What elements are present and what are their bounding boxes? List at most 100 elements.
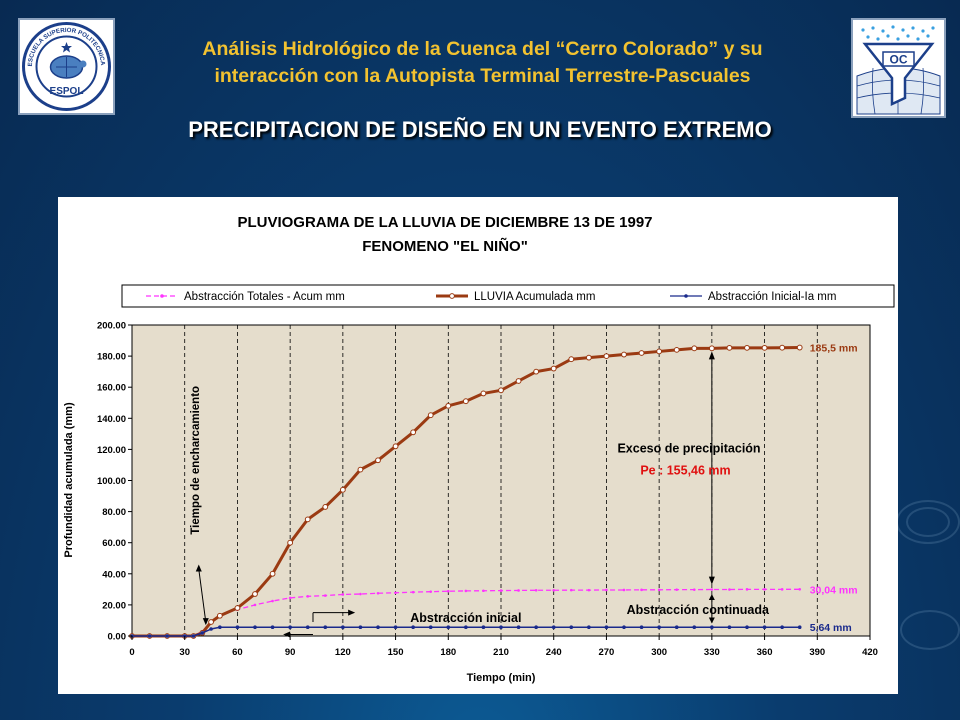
series-point xyxy=(392,443,399,450)
x-tick-label: 240 xyxy=(546,647,562,658)
x-tick-label: 360 xyxy=(757,647,773,658)
header-title-line1: Análisis Hidrológico de la Cuenca del “C… xyxy=(202,38,763,60)
series-point xyxy=(515,378,522,384)
continued-abstraction-label: Abstracción continuada xyxy=(627,603,770,617)
series-point xyxy=(445,402,452,409)
excess-value: Pe : 155,46 mm xyxy=(640,463,730,477)
abs-total-end-label: 30,04 mm xyxy=(810,584,858,596)
x-tick-label: 60 xyxy=(232,647,243,658)
y-tick-label: 40.00 xyxy=(102,569,126,580)
series-point xyxy=(569,625,574,630)
series-point xyxy=(269,570,276,577)
series-point xyxy=(550,365,557,372)
series-point xyxy=(780,588,784,591)
series-point xyxy=(411,625,415,630)
legend-marker xyxy=(160,294,164,298)
series-point xyxy=(394,591,397,595)
series-point xyxy=(482,589,485,593)
x-tick-label: 390 xyxy=(809,647,825,658)
series-point xyxy=(710,625,714,630)
series-point xyxy=(656,348,663,355)
oc-logo-text: OC xyxy=(890,53,908,67)
series-point xyxy=(552,588,556,592)
series-point xyxy=(692,588,696,591)
series-point xyxy=(253,625,257,630)
series-point xyxy=(516,625,521,630)
series-point xyxy=(323,625,328,630)
series-point xyxy=(306,595,310,598)
series-point xyxy=(480,390,487,397)
series-point xyxy=(534,588,538,592)
espol-logo: ESCUELA SUPERIOR POLITECNICA DEL LITORAL… xyxy=(18,15,115,115)
x-tick-label: 330 xyxy=(704,647,720,658)
series-point xyxy=(499,589,503,592)
series-point xyxy=(605,588,608,592)
series-point xyxy=(638,350,645,356)
initial-abstraction-label: Abstracción inicial xyxy=(410,611,521,625)
series-point xyxy=(427,412,434,419)
x-tick-label: 150 xyxy=(388,647,404,658)
y-tick-label: 20.00 xyxy=(102,600,126,611)
continued-arrow-head xyxy=(708,594,715,601)
x-tick-label: 30 xyxy=(179,647,190,658)
chart-svg: PLUVIOGRAMA DE LA LLUVIA DE DICIEMBRE 13… xyxy=(63,214,895,684)
series-point xyxy=(234,605,241,611)
series-point xyxy=(726,344,733,351)
series-point xyxy=(147,634,152,638)
series-point xyxy=(305,625,310,630)
series-point xyxy=(357,466,364,473)
funnel-globe-icon: OC xyxy=(853,20,944,116)
y-tick-label: 80.00 xyxy=(102,507,126,518)
series-point xyxy=(691,345,698,352)
series-point xyxy=(585,354,592,361)
continued-arrow-head xyxy=(708,617,715,624)
x-tick-label: 120 xyxy=(335,647,351,658)
series-point xyxy=(341,593,345,596)
y-tick-label: 180.00 xyxy=(97,352,126,363)
legend-marker xyxy=(449,293,455,299)
series-point xyxy=(745,625,749,630)
excess-label: Exceso de precipitación xyxy=(617,442,760,456)
series-point xyxy=(710,588,714,591)
series-point xyxy=(271,599,274,603)
series-point xyxy=(779,344,786,351)
series-point xyxy=(499,625,503,630)
initial-arrow-head xyxy=(283,631,291,638)
ripple-decoration xyxy=(906,507,950,537)
espol-seal-icon: ESCUELA SUPERIOR POLITECNICA DEL LITORAL… xyxy=(18,15,111,111)
series-point xyxy=(411,590,415,594)
series-point xyxy=(551,625,556,630)
series-point xyxy=(253,603,257,607)
rain-end-label: 185,5 mm xyxy=(810,343,858,355)
header-title-line2: interacción con la Autopista Terminal Te… xyxy=(214,65,751,87)
x-tick-label: 90 xyxy=(285,647,296,658)
series-point xyxy=(341,625,345,630)
series-point xyxy=(376,625,380,630)
series-point xyxy=(287,539,294,546)
series-point xyxy=(323,594,327,597)
series-point xyxy=(216,612,223,619)
series-point xyxy=(798,587,802,591)
ponding-arrow xyxy=(198,569,207,623)
series-point xyxy=(622,588,626,592)
series-point xyxy=(464,589,468,593)
legend-label: Abstracción Totales - Acum mm xyxy=(184,291,345,303)
series-point xyxy=(728,588,731,591)
excess-arrow-head xyxy=(708,576,715,585)
abs-initial-end-label: 5,64 mm xyxy=(810,622,852,634)
series-point xyxy=(498,387,504,394)
series-point xyxy=(673,346,680,353)
espol-name: ESPOL xyxy=(50,86,84,97)
series-point xyxy=(209,627,213,631)
series-point xyxy=(674,625,679,630)
series-point xyxy=(376,591,380,595)
x-axis-label: Tiempo (min) xyxy=(467,672,536,684)
x-tick-label: 270 xyxy=(598,647,614,658)
series-point xyxy=(288,596,292,600)
chart-subtitle: FENOMENO "EL NIÑO" xyxy=(362,237,528,255)
series-point xyxy=(604,625,609,630)
legend-marker xyxy=(684,294,688,298)
series-point xyxy=(235,625,240,630)
y-tick-label: 60.00 xyxy=(102,538,126,549)
series-point xyxy=(533,368,540,375)
